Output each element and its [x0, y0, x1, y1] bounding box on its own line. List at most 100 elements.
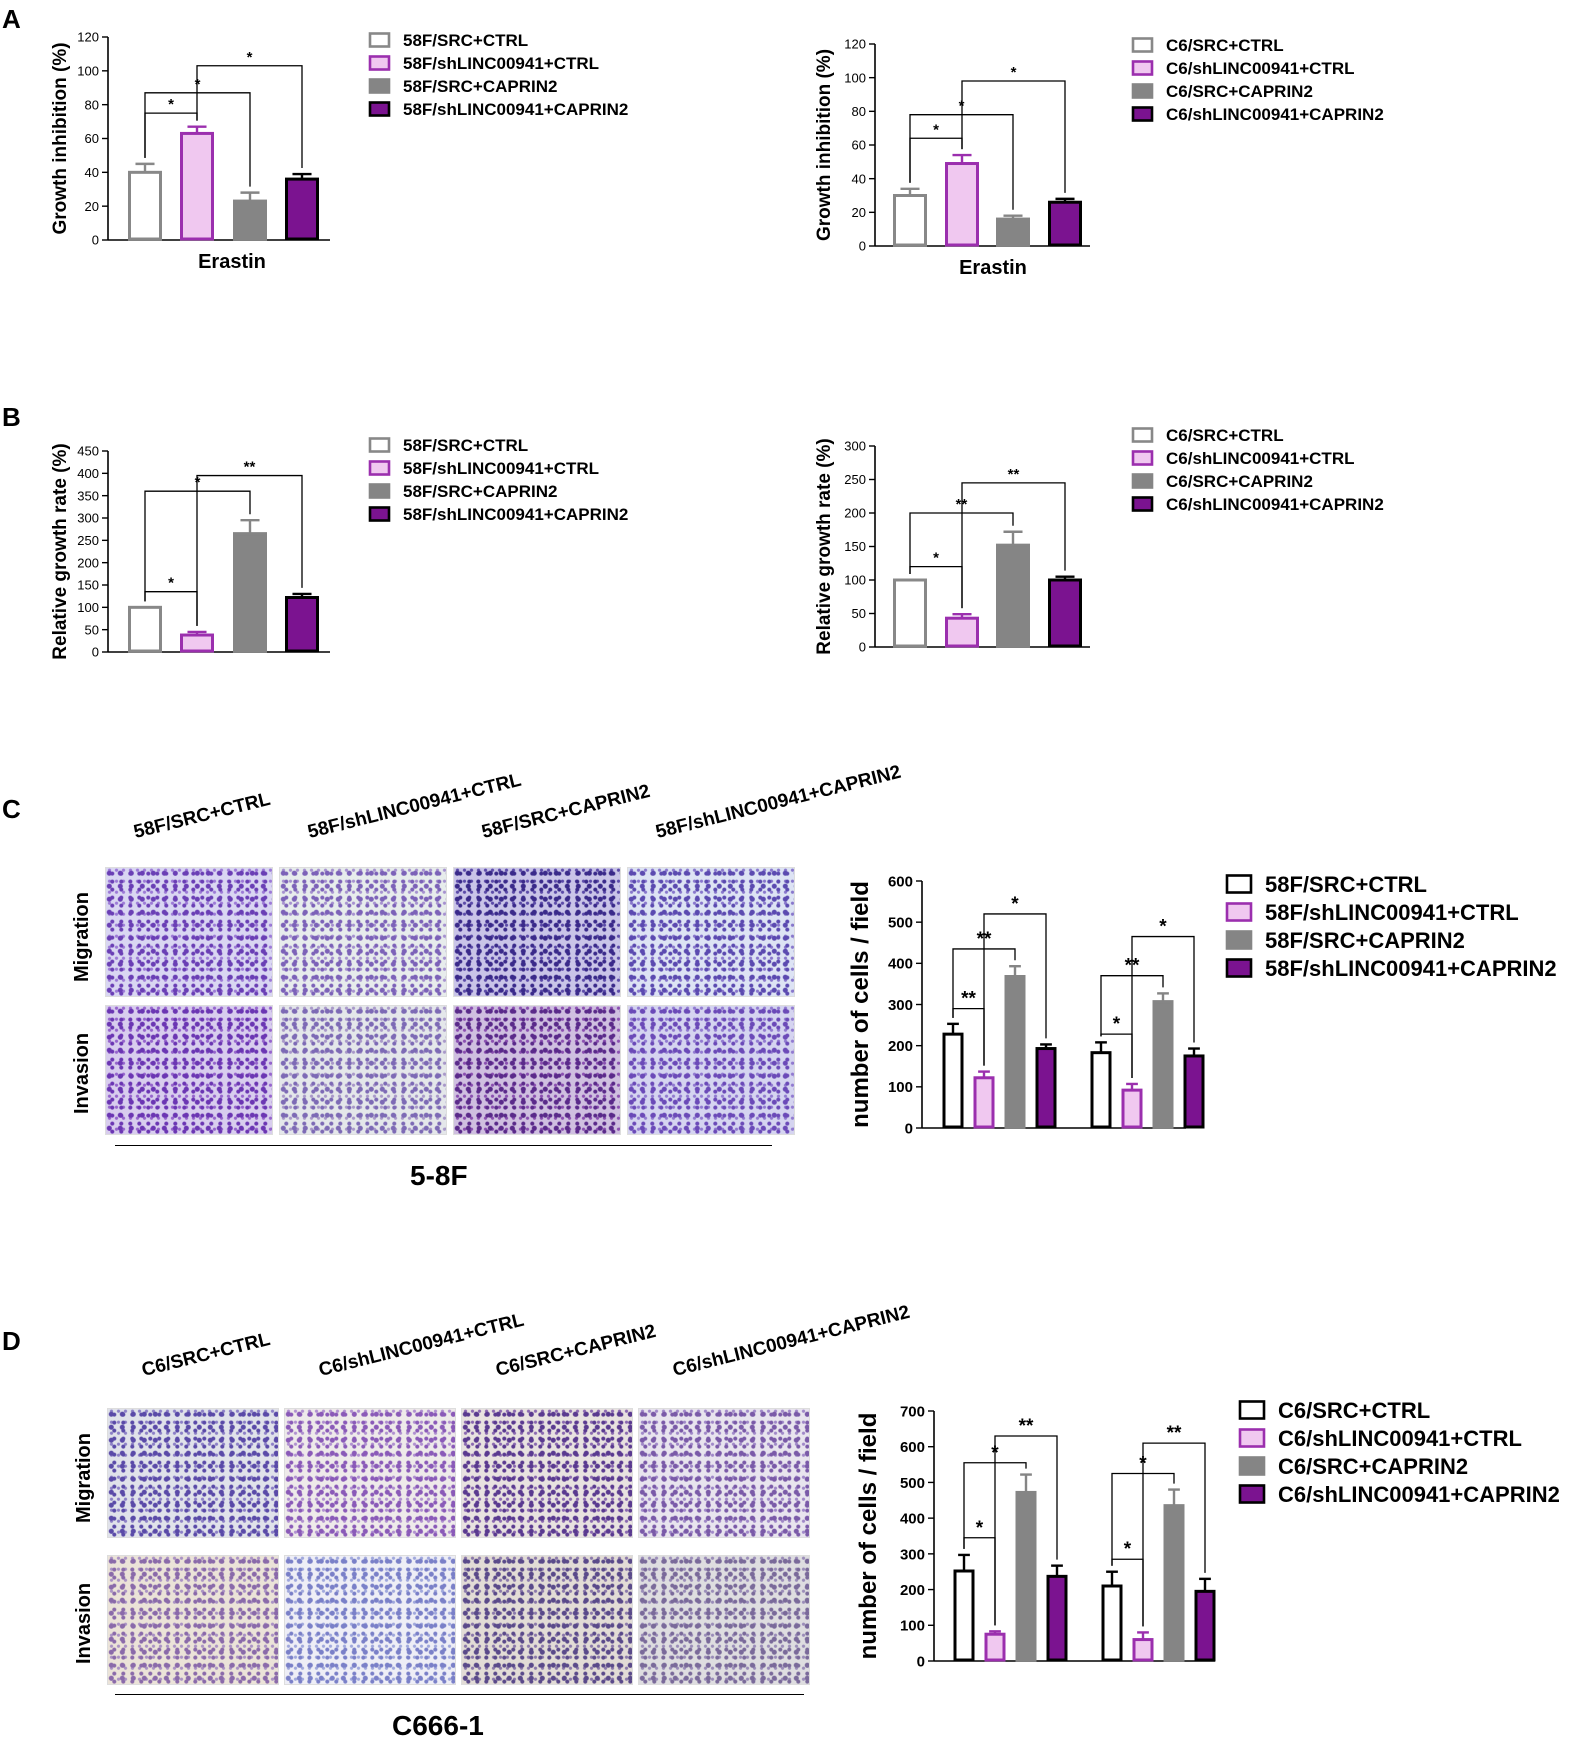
legend-swatch	[368, 32, 391, 48]
legend-swatch	[1225, 958, 1253, 978]
y-tick-label: 400	[77, 466, 99, 481]
d-legend: C6/SRC+CTRL C6/shLINC00941+CTRL C6/SRC+CAP…	[1238, 1398, 1560, 1507]
c-micrograph-1-0	[105, 1005, 273, 1135]
significance-bracket	[1131, 935, 1195, 1078]
y-axis-label: number of cells / field	[855, 1413, 882, 1660]
legend-swatch	[1225, 874, 1253, 894]
significance-label: *	[1113, 1014, 1121, 1035]
bar-58F/SRC+CTRL	[942, 1032, 964, 1129]
legend-swatch	[1225, 930, 1253, 950]
d-micrograph-1-0	[107, 1555, 279, 1685]
d-micrograph-1-3	[638, 1555, 810, 1685]
legend-swatch	[1238, 1428, 1266, 1448]
legend-swatch	[1131, 473, 1154, 489]
c-micrograph-0-3	[627, 867, 795, 997]
y-tick-label: 50	[852, 606, 866, 621]
bar-58F/shLINC00941+CAPRIN2	[1035, 1047, 1057, 1129]
y-tick-label: 700	[900, 1403, 925, 1420]
y-tick-label: 40	[85, 165, 99, 180]
c-cell-line-title: 5-8F	[410, 1160, 468, 1191]
significance-label: *	[1011, 64, 1017, 81]
legend-swatch	[368, 78, 391, 94]
y-tick-label: 300	[900, 1546, 925, 1563]
significance-bracket	[983, 913, 1047, 1066]
chart-A-left: 0 20 40 60 80 100 120 Growth inhibition (%) Eras…	[50, 30, 330, 273]
bar-C6/shLINC00941+CAPRIN2	[1048, 200, 1082, 247]
c-micrograph-0-0	[105, 867, 273, 997]
legend-label: C6/SRC+CTRL	[1166, 36, 1284, 55]
significance-bracket	[196, 65, 303, 169]
y-tick-label: 100	[900, 1618, 925, 1635]
legend-swatch	[368, 506, 391, 522]
b-right-legend: C6/SRC+CTRL C6/shLINC00941+CTRL C6/SRC+CAP…	[1131, 426, 1384, 514]
significance-label: *	[1011, 894, 1019, 915]
c-group-rule	[115, 1145, 772, 1146]
legend-label: 58F/shLINC00941+CTRL	[1265, 900, 1519, 925]
d-micrograph-1-1	[284, 1555, 456, 1685]
legend-label: C6/SRC+CAPRIN2	[1166, 82, 1313, 101]
y-tick-label: 300	[77, 511, 99, 526]
legend-label: C6/SRC+CTRL	[1278, 1398, 1430, 1423]
chart-A-right: 0 20 40 60 80 100 120 Growth inhibition (%) Eras…	[814, 37, 1090, 279]
y-tick-label: 20	[852, 205, 866, 220]
y-tick-label: 150	[77, 578, 99, 593]
legend-label: C6/shLINC00941+CAPRIN2	[1166, 105, 1384, 124]
y-tick-label: 100	[888, 1079, 913, 1096]
legend-label: C6/SRC+CTRL	[1166, 426, 1284, 445]
legend-label: C6/shLINC00941+CTRL	[1166, 59, 1354, 78]
y-tick-label: 600	[888, 873, 913, 890]
significance-bracket	[961, 80, 1066, 193]
legend-swatch	[1225, 902, 1253, 922]
c-micrograph-1-1	[279, 1005, 447, 1135]
legend-label: 58F/SRC+CTRL	[403, 31, 528, 50]
bar-C6/shLINC00941+CTRL	[945, 616, 979, 648]
b-left-legend: 58F/SRC+CTRL 58F/shLINC00941+CTRL 58F/SRC+…	[368, 436, 628, 524]
y-tick-label: 100	[844, 70, 866, 85]
legend-swatch	[1131, 37, 1154, 53]
d-group-rule	[115, 1694, 804, 1695]
bar-58F/SRC+CTRL	[128, 170, 162, 241]
y-axis-label: Growth inhibition (%)	[814, 49, 835, 241]
bar-C6/shLINC00941+CTRL	[984, 1632, 1006, 1662]
significance-label: *	[933, 121, 939, 138]
y-tick-label: 250	[77, 533, 99, 548]
legend-label: C6/SRC+CAPRIN2	[1278, 1454, 1468, 1479]
c-legend: 58F/SRC+CTRL 58F/shLINC00941+CTRL 58F/SRC+…	[1225, 872, 1557, 981]
y-axis-label: Growth inhibition (%)	[50, 42, 71, 234]
legend-swatch	[368, 460, 391, 476]
c-row-label: Migration	[71, 891, 93, 982]
y-tick-label: 120	[77, 30, 99, 45]
bar-58F/SRC+CTRL	[1090, 1051, 1112, 1129]
y-tick-label: 200	[77, 555, 99, 570]
y-tick-label: 0	[859, 640, 866, 655]
bar-58F/SRC+CTRL	[128, 605, 162, 653]
bar-58F/SRC+CAPRIN2	[233, 532, 267, 653]
y-tick-label: 150	[844, 539, 866, 554]
y-axis-label: Relative growth rate (%)	[50, 443, 71, 659]
significance-bracket	[961, 482, 1066, 609]
bar-C6/SRC+CTRL	[953, 1569, 975, 1662]
legend-swatch	[368, 483, 391, 499]
chart-D-chart: 0 100 200 300 400 500 600 700 number of cells / …	[855, 1403, 1216, 1670]
y-tick-label: 200	[900, 1582, 925, 1599]
significance-bracket	[196, 474, 303, 626]
legend-swatch	[1238, 1400, 1266, 1420]
y-tick-label: 80	[85, 97, 99, 112]
legend-label: C6/shLINC00941+CTRL	[1278, 1426, 1522, 1451]
legend-label: C6/shLINC00941+CTRL	[1166, 449, 1354, 468]
bar-58F/shLINC00941+CTRL	[1121, 1088, 1143, 1129]
legend-swatch	[1131, 450, 1154, 466]
a-right-legend: C6/SRC+CTRL C6/shLINC00941+CTRL C6/SRC+CAP…	[1131, 36, 1384, 124]
legend-label: 58F/shLINC00941+CTRL	[403, 459, 599, 478]
bar-C6/shLINC00941+CAPRIN2	[1046, 1574, 1068, 1662]
d-micrograph-0-1	[284, 1408, 456, 1538]
significance-label: *	[168, 96, 174, 113]
x-axis-label: Erastin	[959, 257, 1027, 279]
bar-58F/shLINC00941+CAPRIN2	[285, 177, 319, 241]
legend-label: 58F/shLINC00941+CAPRIN2	[1265, 956, 1557, 981]
bar-58F/shLINC00941+CTRL	[180, 633, 214, 653]
legend-label: C6/SRC+CAPRIN2	[1166, 472, 1313, 491]
panel-letter-a: A	[2, 4, 21, 34]
legend-swatch	[1131, 60, 1154, 76]
